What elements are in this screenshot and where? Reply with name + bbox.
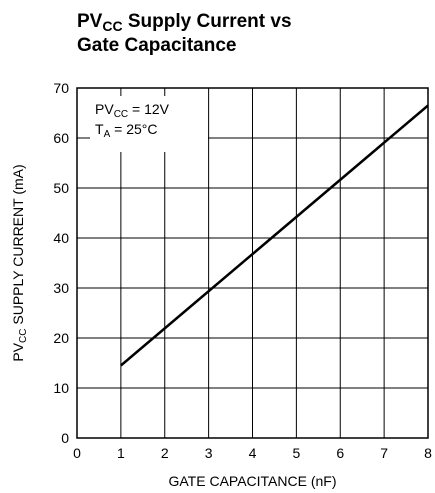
y-axis-label-part: SUPPLY CURRENT (mA): [10, 164, 26, 328]
y-tick-label: 10: [53, 380, 69, 396]
data-line: [120, 104, 429, 367]
annotation: PVCC = 12V: [95, 101, 170, 120]
chart-title-part: Gate Capacitance: [77, 35, 236, 56]
y-tick-label: 70: [53, 80, 69, 96]
chart-title: Gate Capacitance: [77, 35, 236, 56]
x-tick-label: 3: [205, 445, 213, 461]
annotation-part: = 25°C: [110, 121, 157, 137]
x-tick-label: 1: [117, 445, 125, 461]
x-tick-label: 2: [161, 445, 169, 461]
annotation-part: T: [95, 121, 104, 137]
x-tick-label: 0: [73, 445, 81, 461]
x-tick-label: 5: [292, 445, 300, 461]
y-axis-label: PVCC SUPPLY CURRENT (mA): [10, 164, 29, 361]
y-tick-label: 50: [53, 180, 69, 196]
chart-title-part: Supply Current vs: [123, 11, 292, 32]
y-axis-label-part: CC: [18, 329, 29, 343]
y-tick-label: 30: [53, 280, 69, 296]
y-tick-label: 40: [53, 230, 69, 246]
x-tick-label: 4: [249, 445, 257, 461]
annotation-box: [90, 96, 208, 152]
annotation-part: CC: [114, 109, 128, 120]
x-tick-label: 6: [336, 445, 344, 461]
x-axis-label: GATE CAPACITANCE (nF): [168, 473, 336, 489]
chart-title-part: CC: [102, 18, 122, 34]
x-tick-label: 7: [380, 445, 388, 461]
y-tick-label: 0: [61, 430, 69, 446]
y-tick-label: 20: [53, 330, 69, 346]
chart-title-part: PV: [77, 11, 103, 32]
chart-title: PVCC Supply Current vs: [77, 11, 292, 34]
annotation-part: A: [104, 129, 111, 140]
plot-border: [76, 87, 429, 439]
annotation-part: PV: [95, 101, 114, 117]
annotation-part: = 12V: [128, 101, 170, 117]
y-tick-label: 60: [53, 130, 69, 146]
y-axis-label-part: PV: [10, 342, 26, 361]
annotation: TA = 25°C: [95, 121, 157, 140]
x-tick-label: 8: [424, 445, 432, 461]
